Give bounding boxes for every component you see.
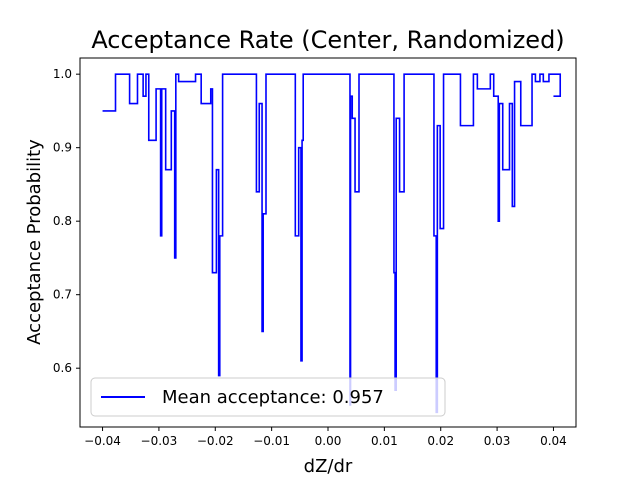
y-tick-label: 0.6: [53, 361, 72, 375]
y-tick-label: 0.8: [53, 214, 72, 228]
x-axis-ticks: −0.04 −0.03 −0.02 −0.01 0.00 0.01 0.02 0.03 0.04: [84, 427, 567, 448]
y-tick-label: 1.0: [53, 67, 72, 81]
plot-frame: [79, 57, 577, 428]
series-line-0: [102, 73, 562, 414]
x-tick-label: 0.02: [427, 434, 454, 448]
x-tick-label: −0.04: [84, 434, 121, 448]
x-tick-label: 0.03: [484, 434, 511, 448]
y-tick-label: 0.9: [53, 141, 72, 155]
x-tick-label: 0.01: [371, 434, 398, 448]
x-axis-label: dZ/dr: [304, 456, 353, 477]
y-tick-label: 0.7: [53, 288, 72, 302]
legend-label: Mean acceptance: 0.957: [162, 387, 384, 408]
x-tick-label: −0.02: [197, 434, 234, 448]
legend: Mean acceptance: 0.957: [90, 377, 446, 417]
x-tick-label: 0.04: [540, 434, 567, 448]
x-tick-label: 0.00: [315, 434, 342, 448]
x-tick-label: −0.01: [253, 434, 290, 448]
series-layer: [102, 73, 562, 414]
plot-area: [80, 58, 576, 427]
legend-box: [90, 377, 446, 417]
y-axis-label: Acceptance Probability: [24, 139, 45, 345]
x-tick-label: −0.03: [141, 434, 178, 448]
chart-title: Acceptance Rate (Center, Randomized): [91, 26, 564, 54]
y-axis-ticks: 0.6 0.7 0.8 0.9 1.0: [53, 67, 80, 375]
